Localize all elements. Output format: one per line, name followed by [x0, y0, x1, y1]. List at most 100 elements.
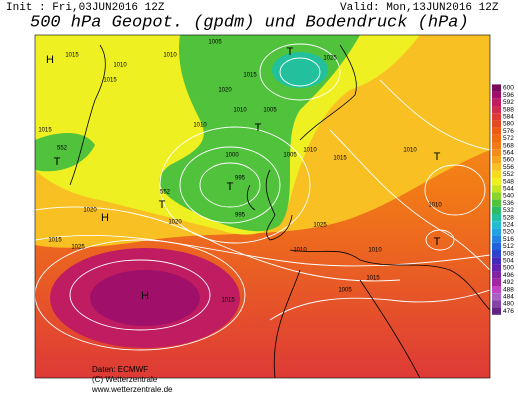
colorbar-swatch	[492, 206, 501, 214]
colorbar-label: 576	[503, 128, 514, 135]
isobar-label: 1010	[193, 123, 207, 129]
colorbar-label: 584	[503, 114, 514, 121]
colorbar-swatch	[492, 228, 501, 236]
isobar-label: 1010	[303, 148, 317, 154]
colorbar-label: 528	[503, 214, 514, 221]
isobar-label: 1000	[225, 153, 239, 159]
isobar-label: 1010	[293, 248, 307, 254]
colorbar-label: 512	[503, 243, 514, 250]
colorbar-label: 552	[503, 171, 514, 178]
colorbar-label: 520	[503, 229, 514, 236]
colorbar-label: 532	[503, 207, 514, 214]
isobar-label: 1025	[71, 245, 85, 251]
colorbar-label: 480	[503, 301, 514, 308]
coastlines	[69, 44, 490, 378]
colorbar-label: 548	[503, 178, 514, 185]
isobar-label: 1015	[333, 156, 347, 162]
init-time: Init : Fri,03JUN2016 12Z	[6, 2, 165, 14]
colorbar-swatch	[492, 192, 501, 200]
colorbar-swatch	[492, 221, 501, 229]
isobar-label: 1025	[313, 223, 327, 229]
colorbar-label: 476	[503, 308, 514, 315]
colorbar-label: 560	[503, 157, 514, 164]
isobar-label: 1010	[163, 53, 177, 59]
colorbar-swatch	[492, 278, 501, 286]
colorbar-swatch	[492, 178, 501, 186]
colorbar-swatch	[492, 84, 501, 92]
map-title: 500 hPa Geopot. (gpdm) und Bodendruck (h…	[30, 13, 469, 32]
isobar-label: 1005	[263, 108, 277, 114]
colorbar-label: 492	[503, 279, 514, 286]
isobar-label: 995	[235, 176, 246, 182]
colorbar-swatch	[492, 142, 501, 150]
colorbar-swatch	[492, 156, 501, 164]
isobar-label: 1005	[338, 288, 352, 294]
colorbar-label: 588	[503, 106, 514, 113]
colorbar-label: 568	[503, 142, 514, 149]
isobar-label: 1025	[323, 56, 337, 62]
map-frame	[34, 34, 491, 379]
colorbar-label: 524	[503, 222, 514, 229]
colorbar-label: 496	[503, 272, 514, 279]
low-core	[272, 52, 328, 88]
colorbar-swatch	[492, 120, 501, 128]
copyright: (C) Wetterzentrale	[92, 375, 158, 384]
map-labels: 1005 1010 1015 1010 1015 1020 1015 1010 1005 1010…	[38, 40, 442, 304]
colorbar-label: 592	[503, 99, 514, 106]
colorbar-swatch	[492, 300, 501, 308]
isobar-label: 1010	[233, 108, 247, 114]
isobar-label: 1015	[38, 128, 52, 134]
colorbar-swatch	[492, 286, 501, 294]
pressure-center: T	[287, 46, 294, 58]
colorbar-label: 500	[503, 265, 514, 272]
colorbar-swatch	[492, 170, 501, 178]
colorbar-swatch	[492, 106, 501, 114]
colorbar-label: 536	[503, 200, 514, 207]
trough-west	[35, 133, 95, 172]
colorbar-swatch	[492, 113, 501, 121]
colorbar-label: 600	[503, 85, 514, 92]
pressure-center: T	[255, 122, 262, 134]
colorbar-swatch	[492, 214, 501, 222]
isobar-label: 1015	[103, 78, 117, 84]
colorbar-swatch	[492, 242, 501, 250]
isobar-label: 995	[235, 213, 246, 219]
colorbar-swatch	[492, 127, 501, 135]
colorbar-swatch	[492, 91, 501, 99]
pressure-center: H	[141, 290, 149, 302]
isobar-label: 1010	[403, 148, 417, 154]
colorbar-swatch	[492, 149, 501, 157]
isobars	[35, 43, 490, 351]
colorbar-swatch	[492, 199, 501, 207]
isobar-label: 1020	[218, 88, 232, 94]
colorbar-label: 516	[503, 236, 514, 243]
isobar-label: 1010	[113, 63, 127, 69]
colorbar-swatch	[492, 98, 501, 106]
colorbar-label: 580	[503, 121, 514, 128]
isobar-label: 1005	[208, 40, 222, 46]
colorbar-swatch	[492, 185, 501, 193]
colorbar-label: 504	[503, 258, 514, 265]
pressure-center: T	[434, 236, 441, 248]
pressure-center: H	[46, 54, 54, 66]
isobar-label: 1015	[48, 238, 62, 244]
isobar-label: 1010	[428, 203, 442, 209]
colorbar-swatch	[492, 293, 501, 301]
colorbar-swatch	[492, 235, 501, 243]
isobar-label: 1020	[168, 220, 182, 226]
pressure-center: T	[54, 156, 61, 168]
colorbar-label: 508	[503, 250, 514, 257]
isobar-label: 1015	[221, 298, 235, 304]
isobar-label: 552	[57, 146, 68, 152]
colorbar-swatch	[492, 250, 501, 258]
colorbar-swatch	[492, 134, 501, 142]
colorbar-swatch	[492, 264, 501, 272]
colorbar-swatch	[492, 307, 501, 315]
colorbar-swatch	[492, 257, 501, 265]
colorbar-label: 488	[503, 286, 514, 293]
pressure-center: H	[101, 212, 109, 224]
isobar-label: 1015	[243, 73, 257, 79]
isobar-label: 1015	[366, 276, 380, 282]
colorbar-label: 540	[503, 193, 514, 200]
